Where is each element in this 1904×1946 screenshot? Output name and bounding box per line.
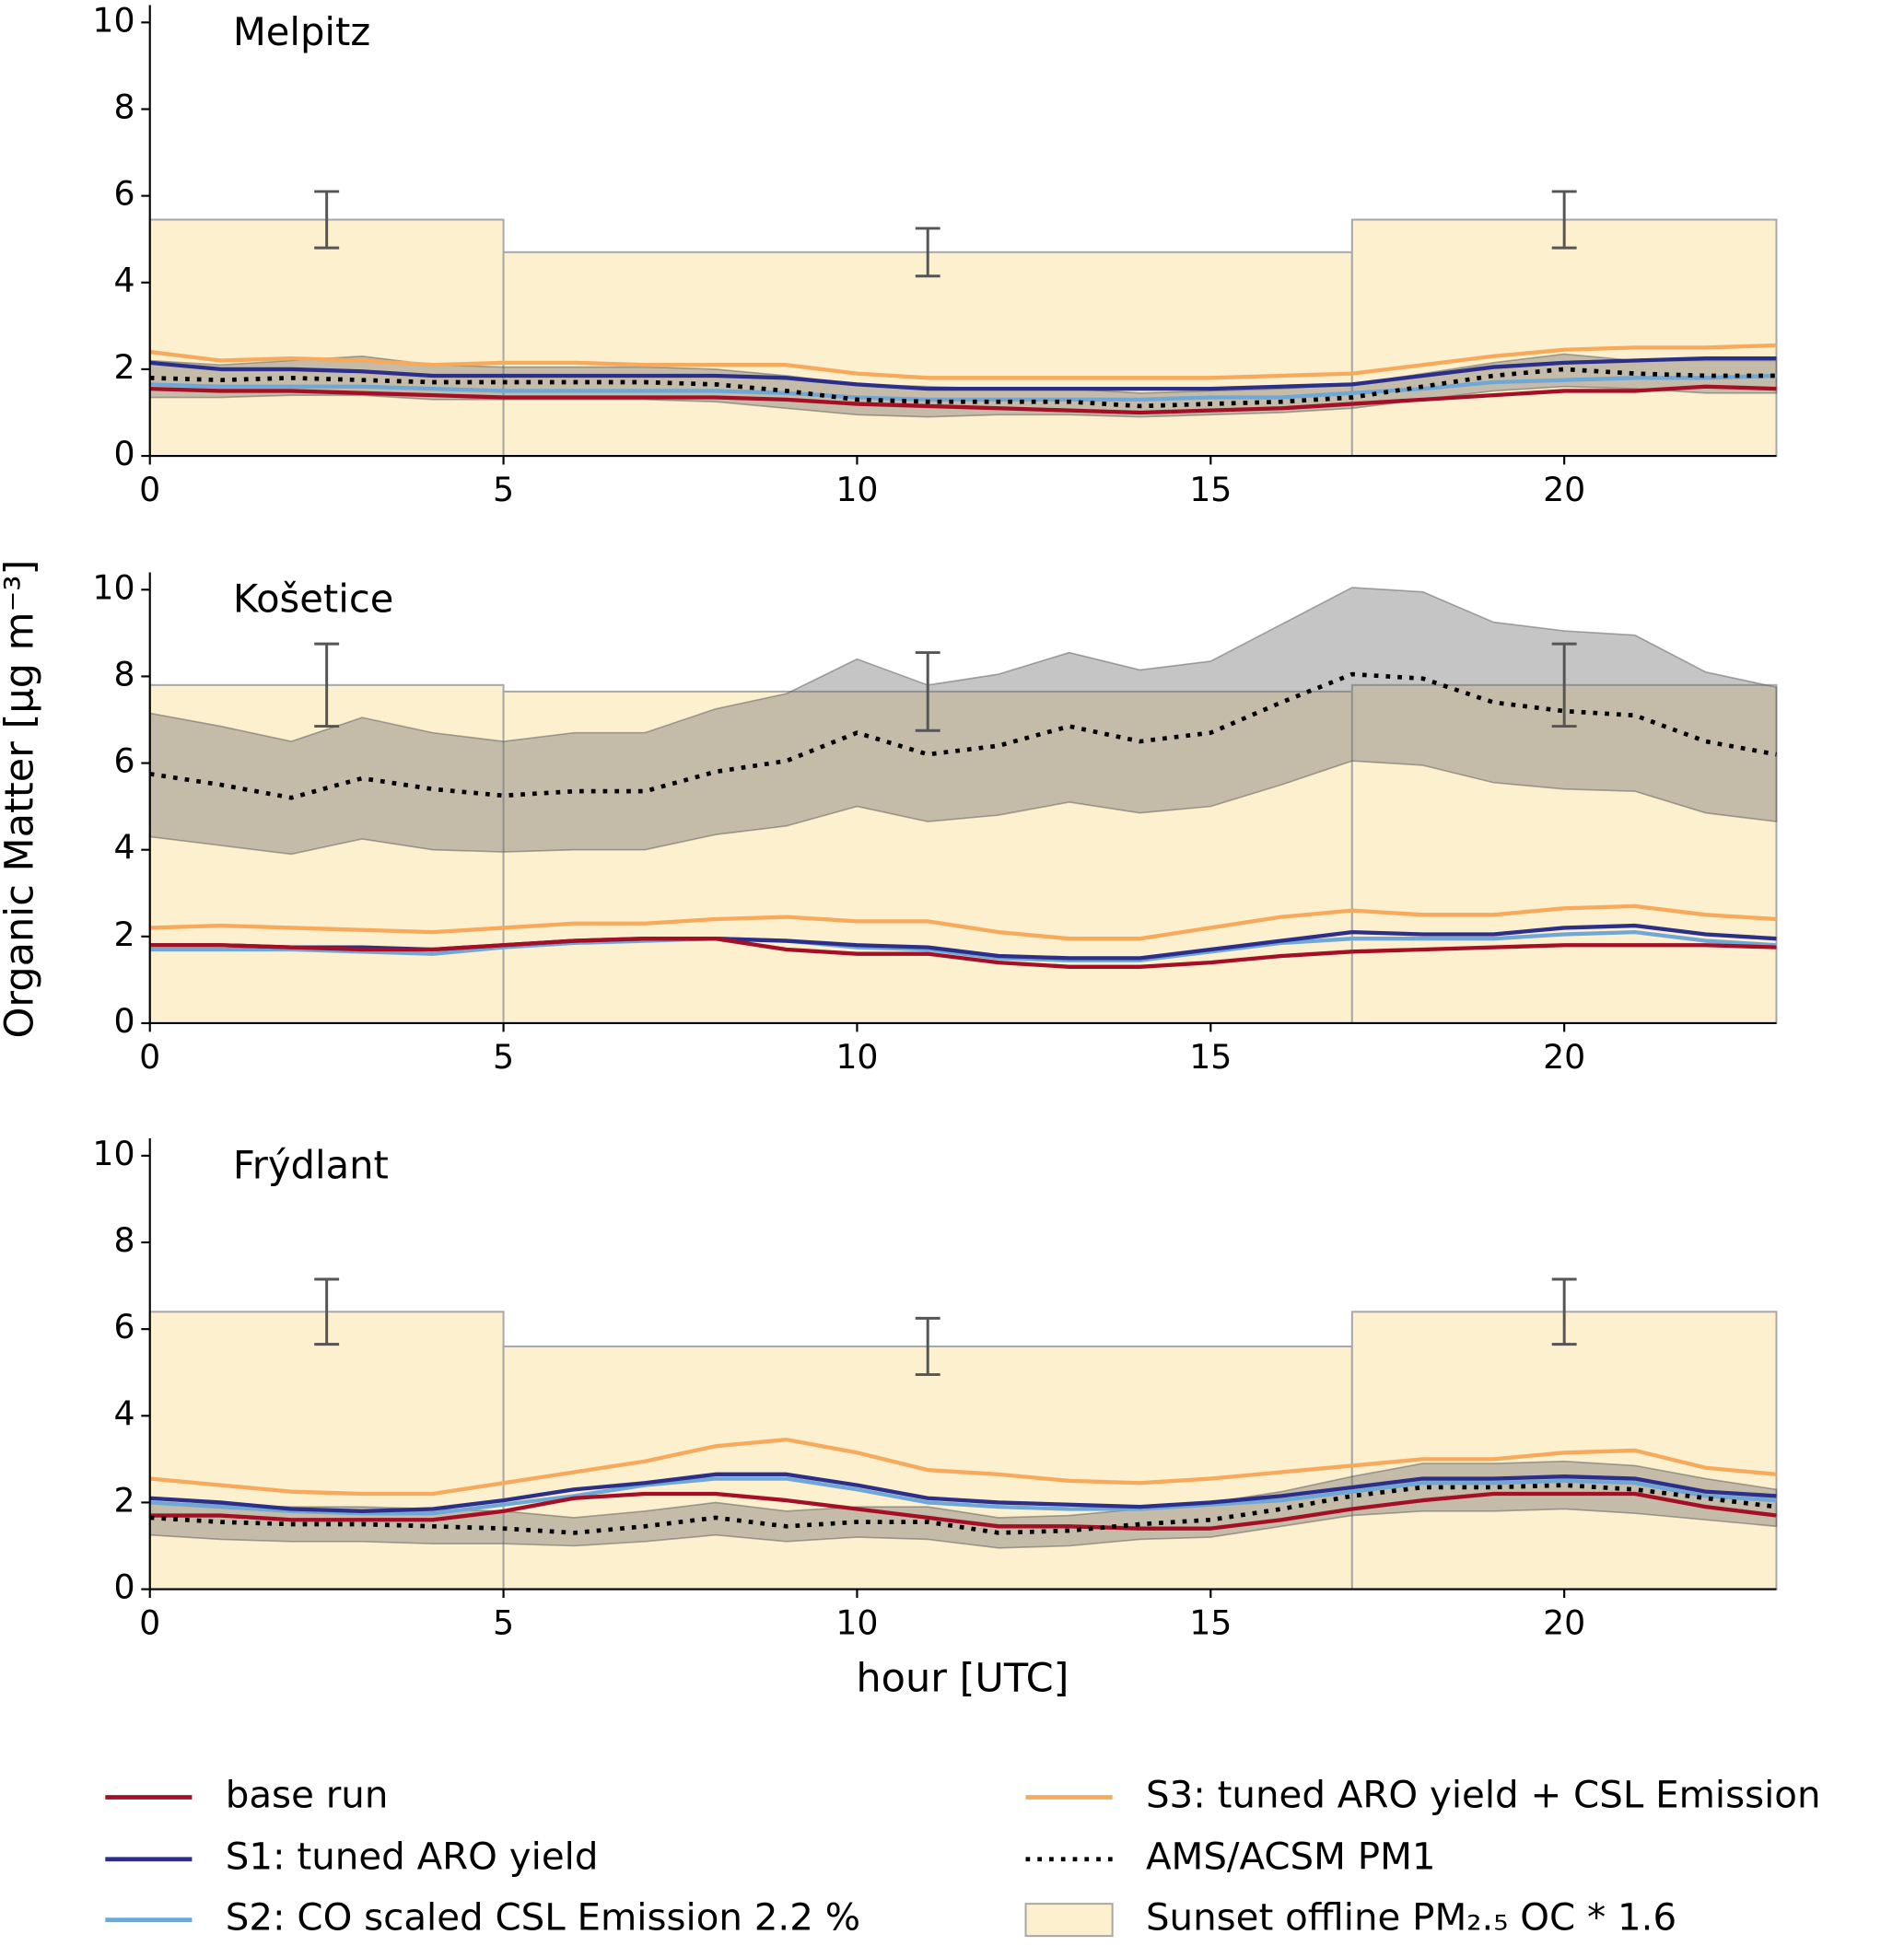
x-tick-label: 10 bbox=[835, 1037, 878, 1077]
legend-label: S2: CO scaled CSL Emission 2.2 % bbox=[226, 1896, 860, 1940]
x-tick-label: 5 bbox=[493, 1037, 514, 1077]
ams-range-band bbox=[148, 1460, 1778, 1549]
sunset-bar bbox=[148, 683, 505, 1024]
model-line bbox=[149, 929, 1777, 962]
error-bar bbox=[915, 651, 940, 732]
sunset-bar bbox=[502, 1345, 1353, 1591]
error-bar bbox=[915, 227, 940, 278]
y-tick-label: 6 bbox=[113, 1307, 134, 1346]
x-tick-label: 20 bbox=[1543, 470, 1585, 509]
error-bar bbox=[1551, 642, 1577, 728]
y-tick-label: 6 bbox=[113, 174, 134, 214]
x-tick-label: 15 bbox=[1189, 1603, 1232, 1643]
panel-title: Košetice bbox=[233, 577, 394, 622]
x-tick-label: 0 bbox=[139, 1037, 160, 1077]
x-tick-label: 0 bbox=[139, 1603, 160, 1643]
y-tick-label: 2 bbox=[113, 915, 134, 954]
legend-label: S3: tuned ARO yield + CSL Emission bbox=[1146, 1774, 1821, 1817]
x-tick-label: 5 bbox=[493, 1603, 514, 1643]
model-line bbox=[149, 1472, 1777, 1513]
model-line bbox=[149, 1491, 1777, 1531]
y-tick-label: 10 bbox=[92, 567, 134, 607]
model-line bbox=[149, 1476, 1777, 1516]
panel-title: Melpitz bbox=[233, 9, 370, 54]
error-bar bbox=[1551, 1277, 1577, 1346]
legend-label: S1: tuned ARO yield bbox=[226, 1835, 599, 1879]
legend-label: base run bbox=[226, 1774, 389, 1817]
x-tick-label: 15 bbox=[1189, 1037, 1232, 1077]
x-tick-label: 0 bbox=[139, 470, 160, 509]
model-line bbox=[149, 1438, 1777, 1497]
y-tick-label: 8 bbox=[113, 654, 134, 693]
y-tick-label: 0 bbox=[113, 1567, 134, 1607]
y-tick-label: 2 bbox=[113, 347, 134, 387]
y-tick-label: 4 bbox=[113, 1393, 134, 1433]
sunset-bar bbox=[1350, 683, 1778, 1024]
legend-label: AMS/ACSM PM1 bbox=[1146, 1835, 1436, 1879]
model-line bbox=[149, 903, 1777, 941]
x-axis-label: hour [UTC] bbox=[856, 1656, 1069, 1702]
error-bar bbox=[314, 1277, 340, 1346]
sunset-bar bbox=[502, 251, 1353, 458]
sunset-bar bbox=[1350, 1311, 1778, 1591]
sunset-bar bbox=[148, 1311, 505, 1591]
ams-line bbox=[149, 367, 1777, 409]
error-bar bbox=[314, 190, 340, 250]
legend-swatch bbox=[1024, 1903, 1114, 1938]
x-tick-label: 5 bbox=[493, 470, 514, 509]
x-tick-label: 15 bbox=[1189, 470, 1232, 509]
error-bar bbox=[1551, 190, 1577, 250]
y-tick-label: 4 bbox=[113, 261, 134, 300]
x-tick-label: 10 bbox=[835, 1603, 878, 1643]
y-tick-label: 6 bbox=[113, 741, 134, 781]
x-tick-label: 20 bbox=[1543, 1037, 1585, 1077]
y-tick-label: 2 bbox=[113, 1480, 134, 1520]
model-line bbox=[149, 384, 1777, 415]
y-tick-label: 4 bbox=[113, 828, 134, 868]
model-line bbox=[149, 355, 1777, 391]
sunset-bar bbox=[502, 690, 1353, 1024]
y-tick-label: 0 bbox=[113, 434, 134, 473]
sunset-bar bbox=[1350, 218, 1778, 458]
model-line bbox=[149, 937, 1777, 969]
panel-title: Frýdlant bbox=[233, 1142, 389, 1187]
ams-line bbox=[149, 1483, 1777, 1535]
error-bar bbox=[314, 642, 340, 728]
legend-label: Sunset offline PM₂.₅ OC * 1.6 bbox=[1146, 1896, 1676, 1940]
y-axis-label: Organic Matter [μg m⁻³] bbox=[0, 560, 43, 1039]
x-tick-label: 20 bbox=[1543, 1603, 1585, 1643]
y-tick-label: 8 bbox=[113, 1220, 134, 1260]
y-tick-label: 0 bbox=[113, 1001, 134, 1041]
sunset-bar bbox=[148, 218, 505, 458]
ams-range-band bbox=[148, 587, 1778, 856]
model-line bbox=[149, 343, 1777, 380]
y-tick-label: 8 bbox=[113, 87, 134, 127]
error-bar bbox=[915, 1316, 940, 1377]
y-tick-label: 10 bbox=[92, 0, 134, 40]
x-tick-label: 10 bbox=[835, 470, 878, 509]
y-tick-label: 10 bbox=[92, 1134, 134, 1173]
